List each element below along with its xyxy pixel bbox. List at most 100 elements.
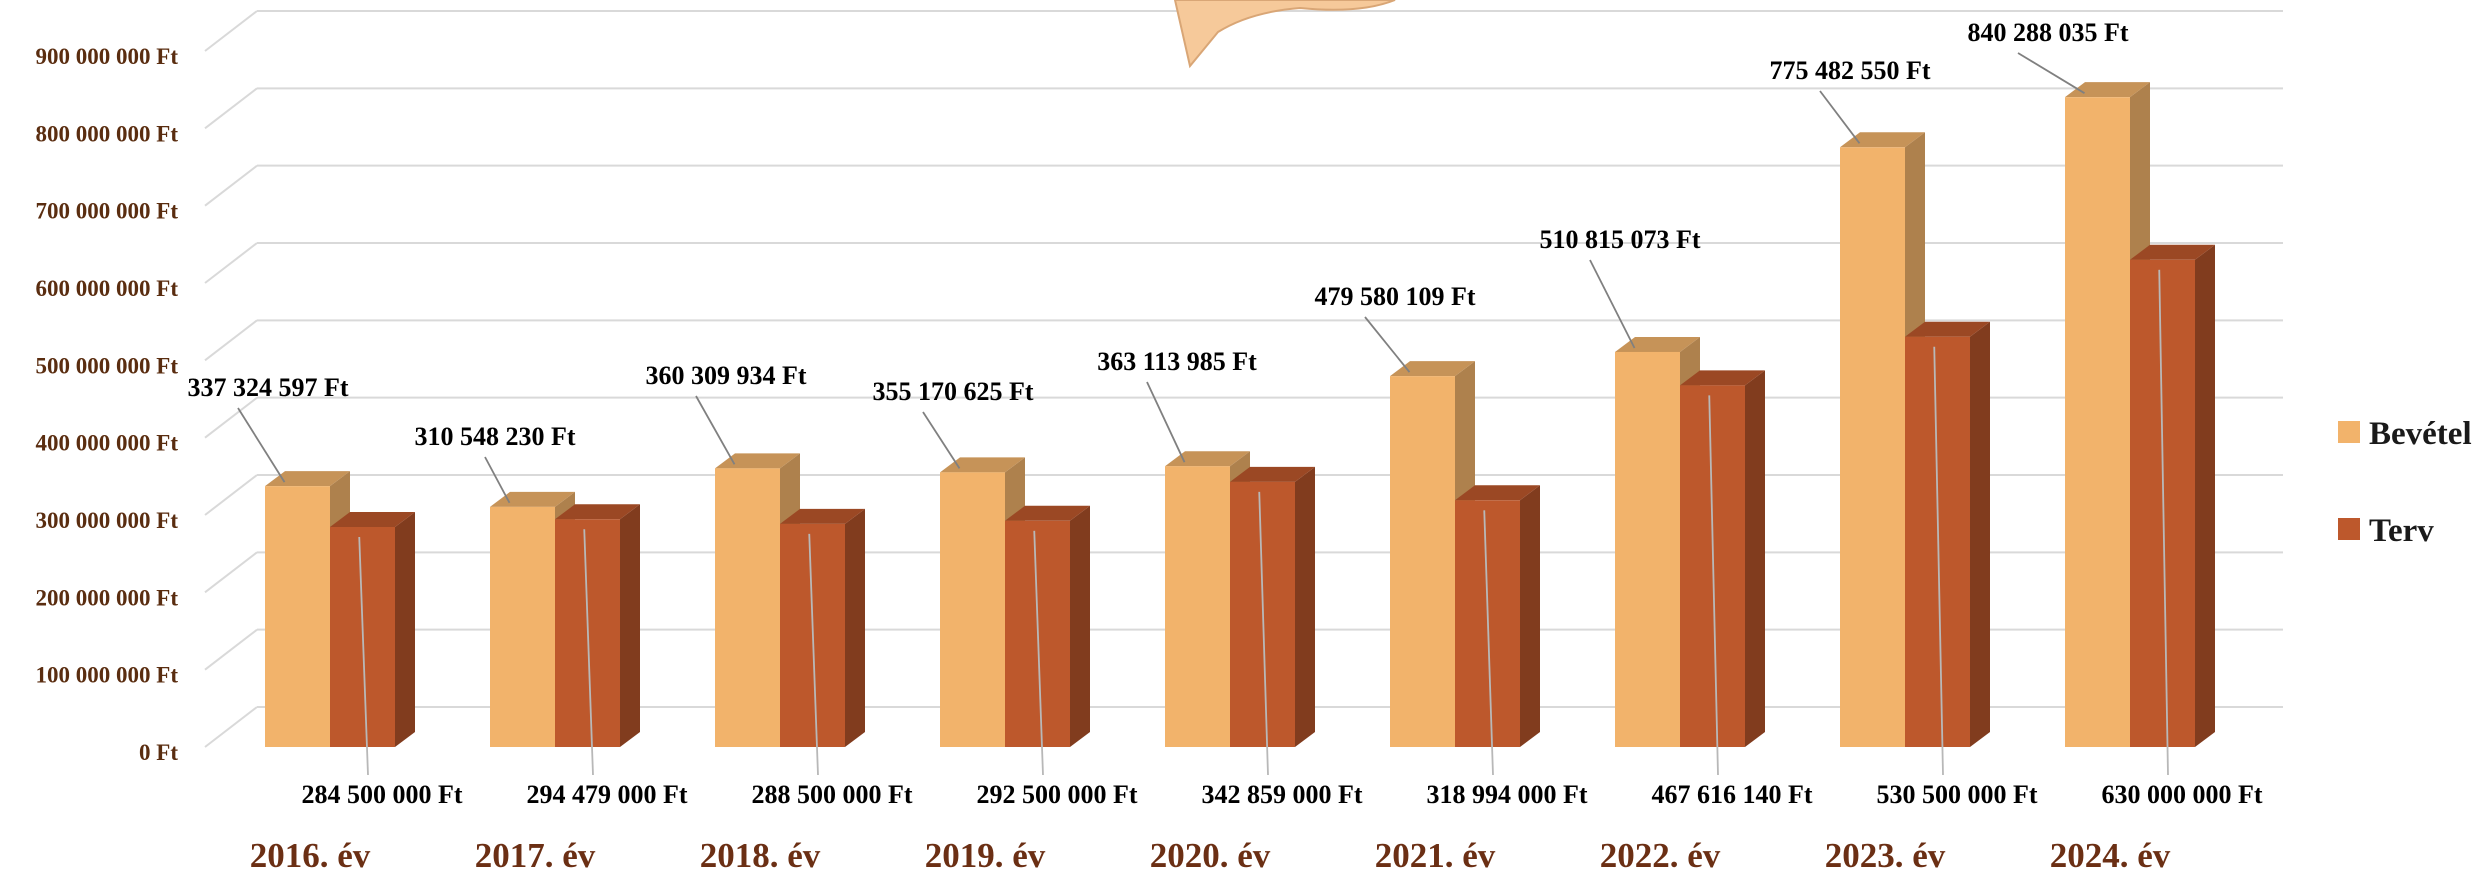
y-tick-label: 200 000 000 Ft: [36, 585, 179, 610]
bar-terv: [1905, 321, 1990, 747]
bar-front: [1165, 466, 1230, 747]
data-label: 360 309 934 Ft: [645, 361, 806, 390]
bar-bevetel: [1390, 361, 1475, 747]
gridline-diagonal: [204, 474, 258, 516]
y-axis: 0 Ft 100 000 000 Ft 200 000 000 Ft 300 000 …: [36, 44, 179, 765]
leader-line: [583, 529, 594, 776]
leader-line: [1483, 510, 1494, 776]
bar-side: [1970, 321, 1990, 747]
y-tick-label: 300 000 000 Ft: [36, 508, 179, 533]
legend-swatch: [2338, 518, 2360, 540]
bar-side: [1070, 505, 1090, 747]
leader-line: [1708, 395, 1719, 776]
data-label: 294 479 000 Ft: [526, 780, 687, 809]
data-label: 840 288 035 Ft: [1967, 18, 2128, 47]
bar-top: [1615, 336, 1700, 352]
bar-top: [490, 491, 575, 507]
x-tick-label: 2016. év: [250, 836, 371, 873]
bar-front: [490, 506, 555, 747]
x-tick-label: 2023. év: [1825, 836, 1946, 873]
gridline-diagonal: [204, 242, 258, 284]
leader-line: [1146, 381, 1186, 463]
bar-front: [2065, 97, 2130, 748]
data-label: 292 500 000 Ft: [976, 780, 1137, 809]
leader-line: [2017, 52, 2085, 94]
leader-line: [922, 411, 961, 469]
y-tick-label: 800 000 000 Ft: [36, 121, 179, 146]
bar-front: [940, 472, 1005, 747]
x-tick-label: 2022. év: [1600, 836, 1721, 873]
gridline-diagonal: [204, 706, 258, 748]
bar-front: [715, 468, 780, 747]
bar-side: [395, 511, 415, 747]
data-label: 337 324 597 Ft: [187, 373, 348, 402]
y-tick-label: 900 000 000 Ft: [36, 44, 179, 69]
data-label: 310 548 230 Ft: [414, 422, 575, 451]
gridline-diagonal: [204, 551, 258, 594]
data-label: 775 482 550 Ft: [1769, 56, 1930, 85]
data-label: 355 170 625 Ft: [872, 377, 1033, 406]
bar-top: [1230, 466, 1315, 482]
y-tick-label: 400 000 000 Ft: [36, 431, 179, 456]
bar-side: [845, 508, 865, 747]
bar-front: [1840, 147, 1905, 748]
bar-top: [265, 471, 350, 487]
bar-front: [1390, 376, 1455, 747]
y-tick-label: 500 000 000 Ft: [36, 353, 179, 378]
leader-line: [1589, 259, 1636, 349]
bar-top: [2065, 82, 2150, 98]
leader-line: [1819, 90, 1861, 144]
x-tick-label: 2017. év: [475, 836, 596, 873]
decorative-callout-shape: [1173, 0, 1396, 69]
x-tick-label: 2018. év: [700, 836, 821, 873]
gridline-diagonal: [204, 87, 258, 130]
bar-top: [715, 453, 800, 469]
leader-line: [1364, 316, 1411, 373]
bar-terv: [330, 511, 415, 747]
leader-line: [358, 536, 369, 776]
bar-side: [1745, 370, 1765, 747]
data-label: 510 815 073 Ft: [1539, 225, 1700, 254]
gridline-diagonal: [204, 164, 258, 207]
data-label: 342 859 000 Ft: [1201, 780, 1362, 809]
bar-terv: [2130, 244, 2215, 748]
data-label: 284 500 000 Ft: [301, 780, 462, 809]
legend-label: Terv: [2369, 513, 2434, 549]
bar-top: [780, 508, 865, 524]
bar-terv: [1680, 370, 1765, 747]
bar-top: [1165, 451, 1250, 467]
data-label: 363 113 985 Ft: [1097, 347, 1257, 376]
leader-line: [484, 456, 511, 504]
x-tick-label: 2019. év: [925, 836, 1046, 873]
leader-line: [2158, 269, 2169, 776]
data-label: 467 616 140 Ft: [1651, 780, 1812, 809]
bar-top: [1840, 132, 1925, 148]
x-tick-label: 2021. év: [1375, 836, 1496, 873]
gridline-diagonal: [204, 10, 258, 52]
bar-top: [940, 457, 1025, 473]
bars: [265, 82, 2215, 748]
bar-side: [1295, 466, 1315, 747]
gridline-diagonal: [204, 396, 258, 439]
y-tick-label: 600 000 000 Ft: [36, 276, 179, 301]
data-label: 318 994 000 Ft: [1426, 780, 1587, 809]
data-label: 630 000 000 Ft: [2101, 780, 2262, 809]
y-tick-label: 100 000 000 Ft: [36, 663, 179, 688]
bar-terv: [1455, 485, 1540, 747]
data-label: 288 500 000 Ft: [751, 780, 912, 809]
data-labels: 337 324 597 Ft 310 548 230 Ft 360 309 934 …: [187, 18, 2262, 809]
bar-terv: [780, 508, 865, 747]
bar-front: [1615, 351, 1680, 747]
x-tick-label: 2020. év: [1150, 836, 1271, 873]
bar-top: [1455, 485, 1540, 501]
bar-terv: [555, 504, 640, 747]
bar-terv: [1005, 505, 1090, 747]
bar-front: [265, 486, 330, 747]
leader-line: [1933, 346, 1944, 776]
bar-top: [1005, 505, 1090, 521]
bar-top: [1905, 321, 1990, 337]
bar-top: [1390, 361, 1475, 377]
bar-top: [2130, 244, 2215, 260]
bar-terv: [1230, 466, 1315, 747]
